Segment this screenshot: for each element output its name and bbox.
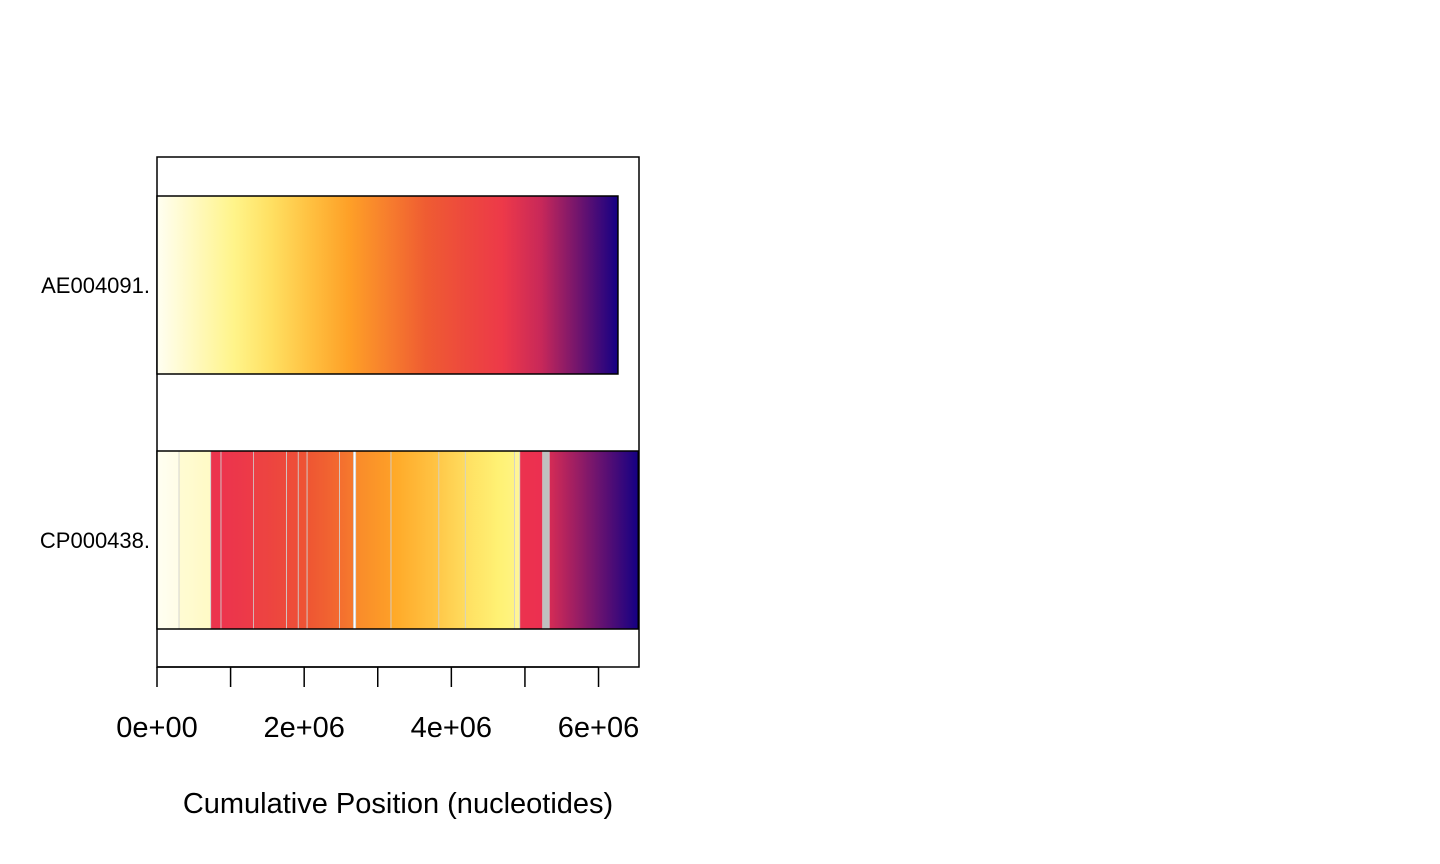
genome-label: CP000438.: [40, 528, 150, 553]
synteny-block: [178, 450, 212, 630]
synteny-block: [286, 450, 299, 630]
synteny-block: [252, 450, 287, 630]
synteny-block: [519, 450, 543, 630]
synteny-block: [306, 450, 340, 630]
synteny-block: [514, 450, 521, 630]
x-tick-label: 6e+06: [558, 712, 639, 744]
synteny-block: [464, 450, 516, 630]
gap-block: [542, 451, 550, 629]
x-tick-label: 2e+06: [263, 712, 344, 744]
synteny-block: [297, 450, 308, 630]
synteny-block: [157, 196, 618, 374]
synteny-block: [438, 450, 466, 630]
synteny-block: [210, 450, 222, 630]
synteny-block: [220, 450, 254, 630]
genome-labels: AE004091. CP000438.: [40, 273, 150, 553]
x-tick-label: 4e+06: [411, 712, 492, 744]
genome-label: AE004091.: [41, 273, 150, 298]
genome-bar-outline: [156, 450, 640, 630]
synteny-block: [339, 450, 354, 630]
genome-bars: [156, 195, 640, 630]
synteny-block: [355, 450, 392, 630]
genome-bar-outline: [156, 195, 619, 375]
x-axis: 0e+00 2e+06 4e+06 6e+06: [116, 666, 639, 744]
synteny-block: [548, 450, 639, 630]
synteny-block: [390, 450, 440, 630]
synteny-block: [156, 450, 180, 630]
x-tick-label: 0e+00: [116, 712, 197, 744]
x-axis-label: Cumulative Position (nucleotides): [183, 788, 613, 820]
